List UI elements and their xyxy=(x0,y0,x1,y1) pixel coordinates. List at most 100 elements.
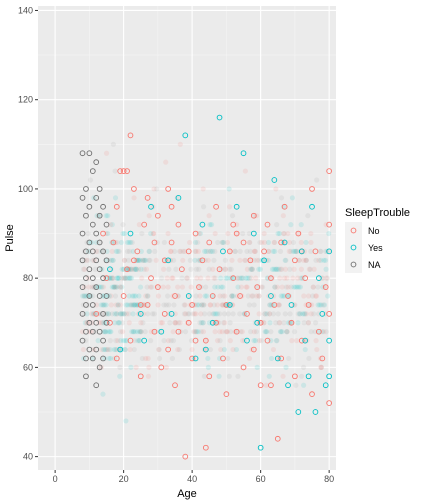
data-point-na xyxy=(83,248,89,255)
background-point xyxy=(184,275,190,281)
background-point xyxy=(205,275,211,281)
data-point-yes xyxy=(309,203,315,210)
data-point-no xyxy=(305,302,312,308)
data-point-no xyxy=(151,239,158,246)
background-point xyxy=(110,257,116,263)
background-point xyxy=(210,248,216,254)
data-point-no xyxy=(179,266,185,273)
background-point xyxy=(200,186,206,192)
data-point-na xyxy=(103,257,110,264)
background-point xyxy=(115,302,121,308)
data-point-no xyxy=(257,319,264,326)
background-point xyxy=(120,320,126,326)
background-point xyxy=(211,257,217,263)
data-point-yes xyxy=(281,239,288,246)
background-point xyxy=(80,346,86,353)
background-point xyxy=(86,320,93,326)
background-point xyxy=(192,329,198,335)
background-point xyxy=(102,346,108,353)
background-point xyxy=(116,275,122,281)
background-point xyxy=(117,302,123,308)
background-point xyxy=(113,302,119,308)
background-point xyxy=(266,373,272,379)
background-point xyxy=(132,266,139,272)
background-point xyxy=(222,266,228,272)
background-point xyxy=(113,338,119,344)
background-point xyxy=(163,159,169,165)
background-point xyxy=(303,257,309,263)
background-point xyxy=(116,275,122,281)
background-point xyxy=(113,248,119,254)
background-point xyxy=(80,293,86,299)
data-point-no xyxy=(326,168,332,174)
data-point-no xyxy=(131,186,137,192)
background-point xyxy=(251,257,257,263)
background-point xyxy=(113,346,119,353)
background-point xyxy=(200,302,207,308)
background-point xyxy=(182,248,188,254)
data-point-yes xyxy=(316,275,322,282)
background-point xyxy=(100,302,107,308)
data-point-no xyxy=(326,400,332,406)
data-point-na xyxy=(89,302,96,308)
x-axis-ticks: 0 20 40 60 80 xyxy=(53,470,334,484)
background-point xyxy=(219,329,225,335)
plot-panel xyxy=(38,6,336,470)
background-point xyxy=(117,338,124,344)
background-point xyxy=(228,266,234,272)
background-point xyxy=(118,311,124,317)
background-point xyxy=(175,284,181,290)
background-point xyxy=(222,257,228,263)
background-point xyxy=(258,338,264,344)
background-point xyxy=(120,311,126,317)
data-point-no xyxy=(144,194,151,201)
background-point xyxy=(242,257,248,263)
background-point xyxy=(125,266,132,272)
background-point xyxy=(238,329,244,335)
background-point xyxy=(218,275,224,281)
background-point xyxy=(176,346,182,353)
background-point xyxy=(280,293,286,299)
background-point xyxy=(286,355,292,362)
background-point xyxy=(87,177,94,183)
data-point-na xyxy=(100,337,106,344)
background-point xyxy=(297,284,304,290)
data-point-no xyxy=(206,373,213,380)
background-point xyxy=(326,230,332,237)
background-point xyxy=(129,293,136,299)
background-point xyxy=(204,293,210,299)
background-point xyxy=(200,320,206,326)
background-point xyxy=(133,364,139,370)
background-point xyxy=(302,311,308,317)
background-point xyxy=(301,382,307,388)
data-point-na xyxy=(83,328,89,335)
data-point-na xyxy=(93,159,100,166)
background-point xyxy=(108,275,114,281)
data-point-no xyxy=(127,132,134,139)
background-point xyxy=(140,257,146,263)
data-point-na xyxy=(89,248,96,255)
background-point xyxy=(109,311,115,317)
background-point xyxy=(214,338,221,344)
background-point xyxy=(277,248,284,254)
background-point xyxy=(173,320,179,326)
background-point xyxy=(225,311,231,317)
background-point xyxy=(304,338,310,344)
background-point xyxy=(198,275,204,281)
background-point xyxy=(105,213,111,219)
data-point-na xyxy=(103,319,110,326)
data-point-no xyxy=(230,275,237,282)
data-point-yes xyxy=(175,194,182,201)
background-point xyxy=(177,141,183,147)
background-point xyxy=(298,266,304,272)
background-point xyxy=(97,213,103,219)
background-point xyxy=(136,222,142,228)
background-point xyxy=(256,293,262,299)
data-point-yes xyxy=(322,382,329,389)
background-point xyxy=(113,311,120,317)
background-point xyxy=(89,284,95,290)
background-point xyxy=(119,284,125,290)
background-point xyxy=(318,302,324,308)
background-point xyxy=(132,302,138,308)
background-point xyxy=(133,266,139,272)
